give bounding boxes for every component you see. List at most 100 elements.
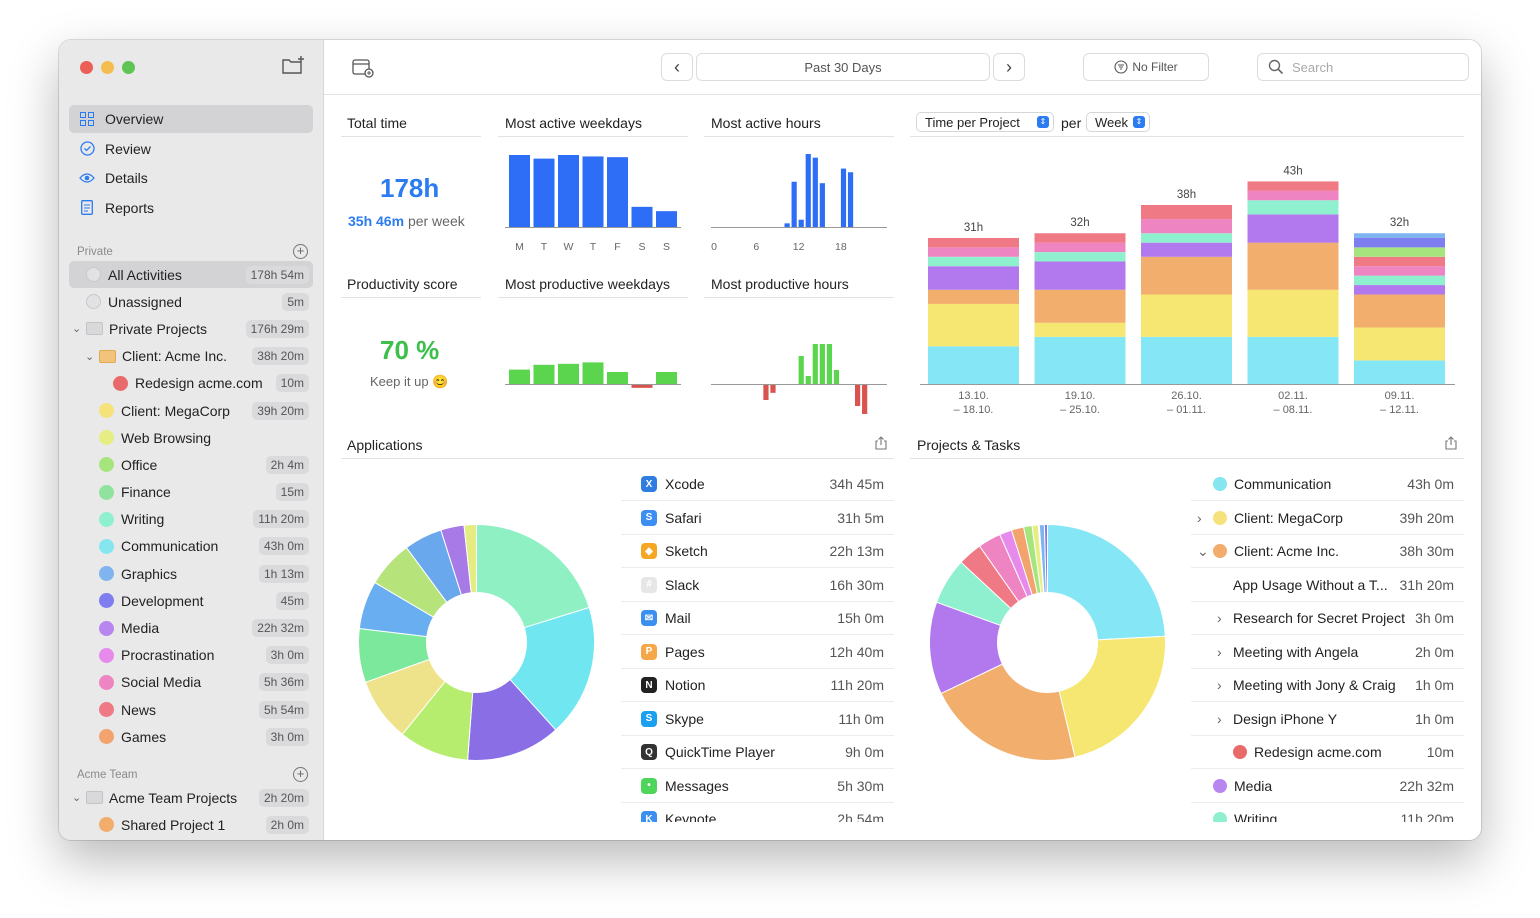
tree-item-procrastination[interactable]: Procrastination 3h 0m bbox=[69, 642, 313, 669]
stacked-segment bbox=[1141, 336, 1232, 384]
calendar-add-icon[interactable] bbox=[352, 58, 374, 78]
project-list-row[interactable]: › Research for Secret Project 3h 0m bbox=[1191, 602, 1464, 635]
project-list-row[interactable]: App Usage Without a T... 31h 20m bbox=[1191, 569, 1464, 602]
sidebar-item-reports[interactable]: Reports bbox=[69, 194, 313, 222]
stacked-segment bbox=[1247, 214, 1339, 243]
tree-item-client-acme[interactable]: ⌄ Client: Acme Inc. 38h 20m bbox=[69, 343, 313, 370]
share-icon[interactable] bbox=[874, 436, 888, 450]
app-list-row[interactable]: ✉ Mail 15h 0m bbox=[621, 602, 894, 635]
tree-item-web-browsing[interactable]: Web Browsing bbox=[69, 424, 313, 451]
tree-item-redesign-acme[interactable]: Redesign acme.com 10m bbox=[69, 370, 313, 397]
chevron-right-icon[interactable]: › bbox=[1197, 509, 1202, 526]
chevron-right-icon[interactable]: › bbox=[1217, 610, 1222, 626]
bar bbox=[533, 158, 555, 227]
chevron-right-icon[interactable]: › bbox=[1217, 643, 1222, 660]
project-list-row[interactable]: › Design iPhone Y 1h 0m bbox=[1191, 703, 1464, 736]
app-list-row[interactable]: • Messages 5h 30m bbox=[621, 770, 894, 803]
app-list-row[interactable]: P Pages 12h 40m bbox=[621, 636, 894, 669]
app-list-row[interactable]: Q QuickTime Player 9h 0m bbox=[621, 736, 894, 769]
app-list-row[interactable]: S Skype 11h 0m bbox=[621, 703, 894, 736]
chevron-right-icon[interactable]: › bbox=[1217, 710, 1222, 727]
folder-icon bbox=[86, 791, 103, 805]
toolbar: ‹ Past 30 Days › No Filter Search bbox=[324, 40, 1481, 95]
tree-item-private-projects[interactable]: ⌄ Private Projects 176h 29m bbox=[69, 315, 313, 342]
filter-button[interactable]: No Filter bbox=[1083, 53, 1209, 81]
app-list-row[interactable]: X Xcode 34h 45m bbox=[621, 468, 894, 501]
close-window-button[interactable] bbox=[80, 61, 93, 74]
chevron-down-icon[interactable]: ⌄ bbox=[1197, 542, 1209, 559]
add-team-project-button[interactable]: + bbox=[293, 767, 308, 782]
chevron-down-icon[interactable]: ⌄ bbox=[72, 792, 82, 805]
time-badge: 45m bbox=[275, 591, 309, 610]
divider bbox=[341, 297, 481, 298]
app-time: 15h 0m bbox=[837, 610, 884, 626]
tree-item-finance[interactable]: Finance 15m bbox=[69, 479, 313, 506]
search-field[interactable]: Search bbox=[1257, 53, 1469, 81]
chart-metric-select[interactable]: Time per Project ⇕ bbox=[916, 112, 1054, 132]
stacked-segment bbox=[1034, 322, 1126, 337]
bar bbox=[631, 384, 653, 388]
project-list-row[interactable]: Communication 43h 0m bbox=[1191, 468, 1464, 501]
project-time: 1h 0m bbox=[1415, 710, 1454, 727]
app-list-row[interactable]: K Keynote 2h 54m bbox=[621, 803, 894, 822]
tree-item-games[interactable]: Games 3h 0m bbox=[69, 723, 313, 750]
category-dot bbox=[1233, 745, 1247, 759]
chevron-updown-icon: ⇕ bbox=[1133, 116, 1145, 128]
chevron-right-icon: › bbox=[1006, 56, 1012, 77]
app-list-row[interactable]: N Notion 11h 20m bbox=[621, 669, 894, 702]
category-dot bbox=[99, 702, 114, 718]
stacked-segment bbox=[928, 346, 1019, 384]
zoom-window-button[interactable] bbox=[122, 61, 135, 74]
tree-item-office[interactable]: Office 2h 4m bbox=[69, 451, 313, 478]
tree-item-news[interactable]: News 5h 54m bbox=[69, 696, 313, 723]
tree-item-social-media[interactable]: Social Media 5h 36m bbox=[69, 669, 313, 696]
app-list-row[interactable]: # Slack 16h 30m bbox=[621, 569, 894, 602]
minimize-window-button[interactable] bbox=[101, 61, 114, 74]
tree-item-acme-team-projects[interactable]: ⌄ Acme Team Projects 2h 20m bbox=[69, 784, 313, 811]
time-badge: 5h 54m bbox=[258, 700, 309, 719]
tree-item-unassigned[interactable]: Unassigned 5m bbox=[69, 288, 313, 315]
app-name: Pages bbox=[665, 643, 705, 660]
sidebar-item-details[interactable]: Details bbox=[69, 164, 313, 192]
project-list-row[interactable]: › Meeting with Jony & Craig 1h 0m bbox=[1191, 669, 1464, 702]
next-period-button[interactable]: › bbox=[993, 53, 1025, 81]
divider bbox=[341, 458, 894, 459]
project-list-row[interactable]: Media 22h 32m bbox=[1191, 770, 1464, 803]
sidebar-item-overview[interactable]: Overview bbox=[69, 105, 313, 133]
sidebar-item-review[interactable]: Review bbox=[69, 135, 313, 163]
period-select[interactable]: Week ⇕ bbox=[1086, 112, 1150, 132]
date-range-field[interactable]: Past 30 Days bbox=[696, 53, 990, 81]
project-list-row[interactable]: Redesign acme.com 10m bbox=[1191, 736, 1464, 769]
category-dot bbox=[86, 267, 101, 283]
app-time: 5h 30m bbox=[837, 777, 884, 794]
tree-item-all-activities[interactable]: All Activities 178h 54m bbox=[69, 261, 313, 289]
time-badge: 2h 0m bbox=[265, 815, 309, 834]
new-folder-icon[interactable] bbox=[281, 56, 305, 76]
folder-icon bbox=[99, 349, 116, 363]
category-dot bbox=[99, 457, 114, 473]
tree-item-shared-project-1[interactable]: Shared Project 1 2h 0m bbox=[69, 811, 313, 838]
tree-item-development[interactable]: Development 45m bbox=[69, 587, 313, 614]
add-private-project-button[interactable]: + bbox=[293, 244, 308, 259]
tree-item-writing[interactable]: Writing 11h 20m bbox=[69, 506, 313, 533]
tree-item-media[interactable]: Media 22h 32m bbox=[69, 614, 313, 641]
project-list-row[interactable]: Writing 11h 20m bbox=[1191, 803, 1464, 822]
tree-item-graphics[interactable]: Graphics 1h 13m bbox=[69, 560, 313, 587]
pie-slice bbox=[509, 606, 595, 731]
project-list-row[interactable]: › Meeting with Angela 2h 0m bbox=[1191, 636, 1464, 669]
chevron-right-icon[interactable]: › bbox=[1217, 677, 1222, 693]
app-list-row[interactable]: S Safari 31h 5m bbox=[621, 502, 894, 535]
tree-item-label: Acme Team Projects bbox=[109, 789, 238, 806]
project-list-row[interactable]: › Client: MegaCorp 39h 20m bbox=[1191, 502, 1464, 535]
bar bbox=[656, 372, 677, 384]
project-list-row[interactable]: ⌄ Client: Acme Inc. 38h 30m bbox=[1191, 535, 1464, 568]
previous-period-button[interactable]: ‹ bbox=[661, 53, 693, 81]
chevron-down-icon[interactable]: ⌄ bbox=[85, 350, 95, 363]
chevron-down-icon[interactable]: ⌄ bbox=[72, 323, 82, 336]
stacked-segment bbox=[1354, 247, 1445, 257]
project-name: Meeting with Angela bbox=[1233, 643, 1359, 660]
tree-item-communication[interactable]: Communication 43h 0m bbox=[69, 533, 313, 560]
app-list-row[interactable]: ◆ Sketch 22h 13m bbox=[621, 535, 894, 568]
tree-item-client-megacorp[interactable]: Client: MegaCorp 39h 20m bbox=[69, 397, 313, 424]
share-icon[interactable] bbox=[1444, 436, 1458, 450]
